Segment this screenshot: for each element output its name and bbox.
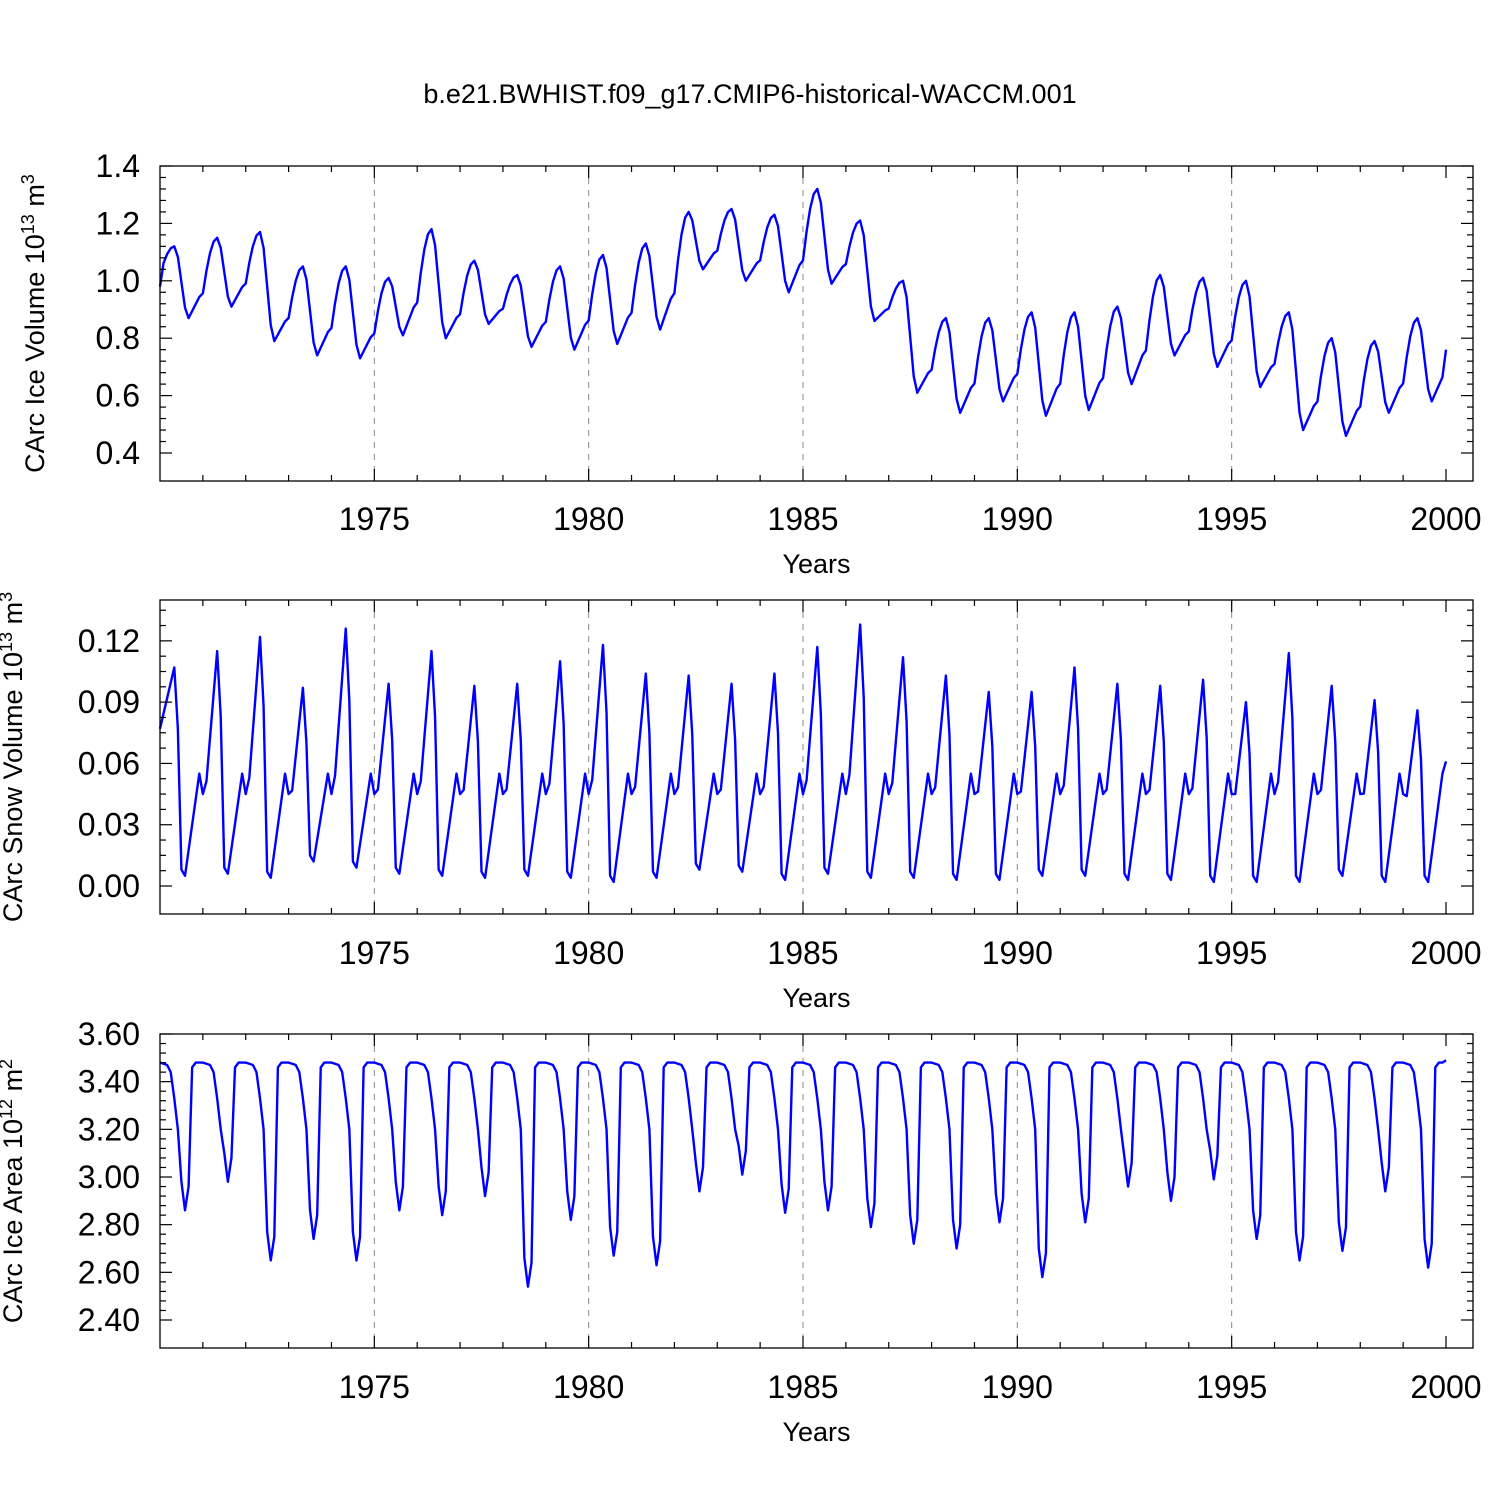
snow-volume-panel: 1975 1980 1985 1990 1995 2000 0.00 0.03 0.06 0.09… [0,592,1482,1013]
ice-area-x-axis-label: Years [782,1417,850,1447]
ice-area-x-tick-label: 1980 [553,1369,624,1405]
ice-area-y-tick-label: 3.40 [78,1064,140,1100]
ice-area-y-axis-label: CArc Ice Area 1012 m2 [0,1059,28,1323]
snow-volume-y-tick-label: 0.12 [78,623,140,659]
ice-volume-tick-labels: 1975 1980 1985 1990 1995 2000 0.4 0.6 0.8 1.0 1.2 1… [96,148,1482,537]
ice-area-tick-labels: 1975 1980 1985 1990 1995 2000 2.40 2.60 2.80 3.00… [78,1016,1482,1405]
ice-volume-x-tick-label: 1975 [339,501,410,537]
snow-volume-y-tick-label: 0.06 [78,745,140,781]
ice-area-x-tick-label: 1990 [982,1369,1053,1405]
snow-volume-x-tick-label: 1980 [553,935,624,971]
ice-volume-panel: 1975 1980 1985 1990 1995 2000 0.4 0.6 0.8 1.0 1.2 1… [18,148,1482,579]
snow-volume-tick-labels: 1975 1980 1985 1990 1995 2000 0.00 0.03 0.06 0.09… [78,623,1482,971]
ice-area-x-tick-label: 1995 [1196,1369,1267,1405]
ice-area-y-tick-label: 3.20 [78,1111,140,1147]
snow-volume-ticks [160,600,1473,914]
snow-volume-y-tick-label: 0.09 [78,684,140,720]
ice-volume-ticks [160,165,1473,481]
snow-volume-x-axis-label: Years [782,983,850,1013]
snow-volume-x-tick-label: 2000 [1410,935,1481,971]
ice-volume-x-tick-label: 1995 [1196,501,1267,537]
ice-area-y-tick-label: 2.80 [78,1207,140,1243]
ice-volume-x-tick-label: 2000 [1410,501,1481,537]
snow-volume-x-tick-label: 1990 [982,935,1053,971]
ice-area-x-tick-label: 1975 [339,1369,410,1405]
ice-area-x-tick-label: 1985 [767,1369,838,1405]
snow-volume-x-tick-label: 1985 [767,935,838,971]
ice-area-y-tick-label: 2.60 [78,1254,140,1290]
snow-volume-axes-frame [159,599,1474,915]
ice-volume-y-tick-label: 0.6 [96,378,140,414]
snow-volume-y-axis-label: CArc Snow Volume 1013 m3 [0,592,28,922]
ice-area-axes-frame [159,1033,1474,1349]
ice-volume-y-tick-label: 0.4 [96,435,140,471]
ice-volume-y-tick-label: 1.0 [96,263,140,299]
ice-volume-y-tick-label: 1.2 [96,205,140,241]
ice-volume-axes-frame [159,165,1474,482]
ice-area-y-tick-label: 3.60 [78,1016,140,1052]
ice-volume-x-axis-label: Years [782,549,850,579]
ice-volume-y-axis-label: CArc Ice Volume 1013 m3 [18,174,50,473]
snow-volume-y-tick-label: 0.03 [78,807,140,843]
ice-volume-x-tick-label: 1990 [982,501,1053,537]
snow-volume-y-tick-label: 0.00 [78,868,140,904]
ice-area-line [159,1059,1447,1288]
ice-area-y-tick-label: 3.00 [78,1159,140,1195]
snow-volume-x-tick-label: 1995 [1196,935,1267,971]
ice-volume-y-tick-label: 1.4 [96,148,140,184]
snow-volume-grid [373,600,1233,914]
ice-volume-x-tick-label: 1980 [553,501,624,537]
snow-volume-line [158,623,1448,884]
ice-area-grid [373,1034,1233,1348]
snow-volume-x-tick-label: 1975 [339,935,410,971]
ice-volume-y-tick-label: 0.8 [96,320,140,356]
ice-area-panel: 1975 1980 1985 1990 1995 2000 2.40 2.60 2.80 3.00… [0,1016,1482,1447]
ice-area-x-tick-label: 2000 [1410,1369,1481,1405]
ice-area-ticks [160,1033,1473,1348]
ice-volume-grid [373,166,1233,481]
figure-title: b.e21.BWHIST.f09_g17.CMIP6-historical-WA… [423,79,1076,109]
ice-area-y-tick-label: 2.40 [78,1302,140,1338]
ice-volume-x-tick-label: 1985 [767,501,838,537]
ice-volume-line [158,187,1448,437]
